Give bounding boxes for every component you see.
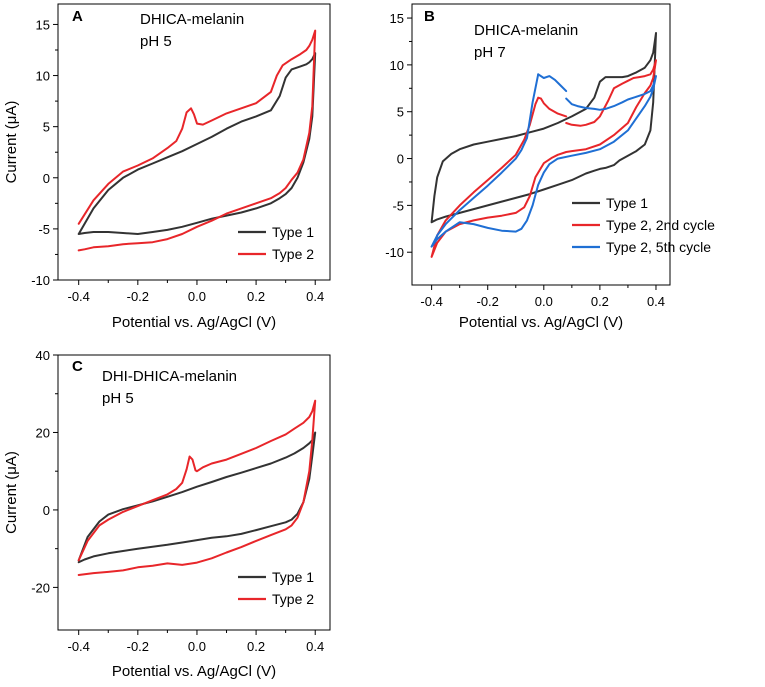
series-line-type-2-5th-cycle (430, 73, 657, 248)
y-tick-label: 0 (43, 503, 50, 518)
series-line-type-2-2nd-cycle (430, 59, 657, 258)
series-line-type-1 (77, 431, 317, 564)
y-axis-title: Current (μA) (3, 101, 20, 184)
x-tick-label: -0.4 (420, 294, 442, 309)
series-group (77, 29, 317, 252)
y-tick-label: -5 (38, 222, 50, 237)
x-tick-label: -0.2 (127, 639, 149, 654)
series-line-type-2 (77, 29, 317, 252)
x-tick-label: 0.0 (188, 639, 206, 654)
x-tick-label: 0.4 (647, 294, 665, 309)
y-tick-label: -10 (385, 245, 404, 260)
panel-letter: B (424, 8, 435, 25)
y-tick-label: -10 (31, 273, 50, 288)
series-line-type-2-5th-cycle (537, 73, 568, 93)
x-tick-label: 0.2 (247, 289, 265, 304)
panel-b: -0.4 -0.2 0.0 0.2 0.4 -10 -5 0 5 10 15 Potential vs… (385, 3, 715, 331)
panel-letter: C (72, 358, 83, 375)
sample-label: DHI-DHICA-melanin (102, 368, 237, 385)
y-tick-label: 15 (36, 17, 50, 32)
y-tick-label: 20 (36, 425, 50, 440)
legend-label: Type 2, 2nd cycle (606, 217, 715, 233)
panel-a: -0.4 -0.2 0.0 0.2 0.4 -10 -5 0 5 10 15 Potential vs… (3, 3, 331, 331)
x-axis-title: Potential vs. Ag/AgCl (V) (112, 663, 276, 680)
legend-label: Type 2, 5th cycle (606, 239, 711, 255)
y-tick-label: -20 (31, 580, 50, 595)
y-tick-label: 0 (397, 152, 404, 167)
ph-label: pH 5 (102, 390, 134, 407)
series-line-type-2 (77, 399, 317, 576)
x-tick-label: 0.2 (247, 639, 265, 654)
legend-label: Type 2 (272, 591, 314, 607)
y-axis-title: Current (μA) (3, 451, 20, 534)
series-line-type-1 (77, 52, 317, 235)
y-tick-label: 15 (390, 11, 404, 26)
x-tick-label: -0.4 (67, 639, 89, 654)
x-tick-label: 0.2 (591, 294, 609, 309)
y-tick-label: 0 (43, 171, 50, 186)
legend-label: Type 1 (272, 224, 314, 240)
x-tick-label: 0.0 (188, 289, 206, 304)
ph-label: pH 7 (474, 44, 506, 61)
sample-label: DHICA-melanin (140, 11, 244, 28)
x-tick-label: 0.0 (535, 294, 553, 309)
y-tick-label: 10 (390, 58, 404, 73)
x-tick-label: -0.2 (477, 294, 499, 309)
y-tick-label: -5 (392, 198, 404, 213)
plot-frame (411, 3, 671, 286)
x-axis-title: Potential vs. Ag/AgCl (V) (459, 314, 623, 331)
series-group (77, 399, 317, 576)
x-tick-label: -0.2 (127, 289, 149, 304)
x-tick-label: 0.4 (306, 639, 324, 654)
sample-label: DHICA-melanin (474, 22, 578, 39)
legend-label: Type 1 (272, 569, 314, 585)
y-tick-label: 10 (36, 69, 50, 84)
plot-frame (57, 354, 331, 631)
series-group (430, 32, 657, 258)
x-tick-label: 0.4 (306, 289, 324, 304)
panel-c: -0.4 -0.2 0.0 0.2 0.4 -20 0 20 40 Potential vs. A… (3, 348, 331, 680)
y-tick-label: 5 (43, 120, 50, 135)
y-tick-label: 5 (397, 105, 404, 120)
legend-label: Type 2 (272, 246, 314, 262)
plot-frame (57, 3, 331, 281)
panel-letter: A (72, 8, 83, 25)
x-tick-label: -0.4 (67, 289, 89, 304)
y-tick-label: 40 (36, 348, 50, 363)
x-axis-title: Potential vs. Ag/AgCl (V) (112, 314, 276, 331)
legend-label: Type 1 (606, 195, 648, 211)
ph-label: pH 5 (140, 33, 172, 50)
